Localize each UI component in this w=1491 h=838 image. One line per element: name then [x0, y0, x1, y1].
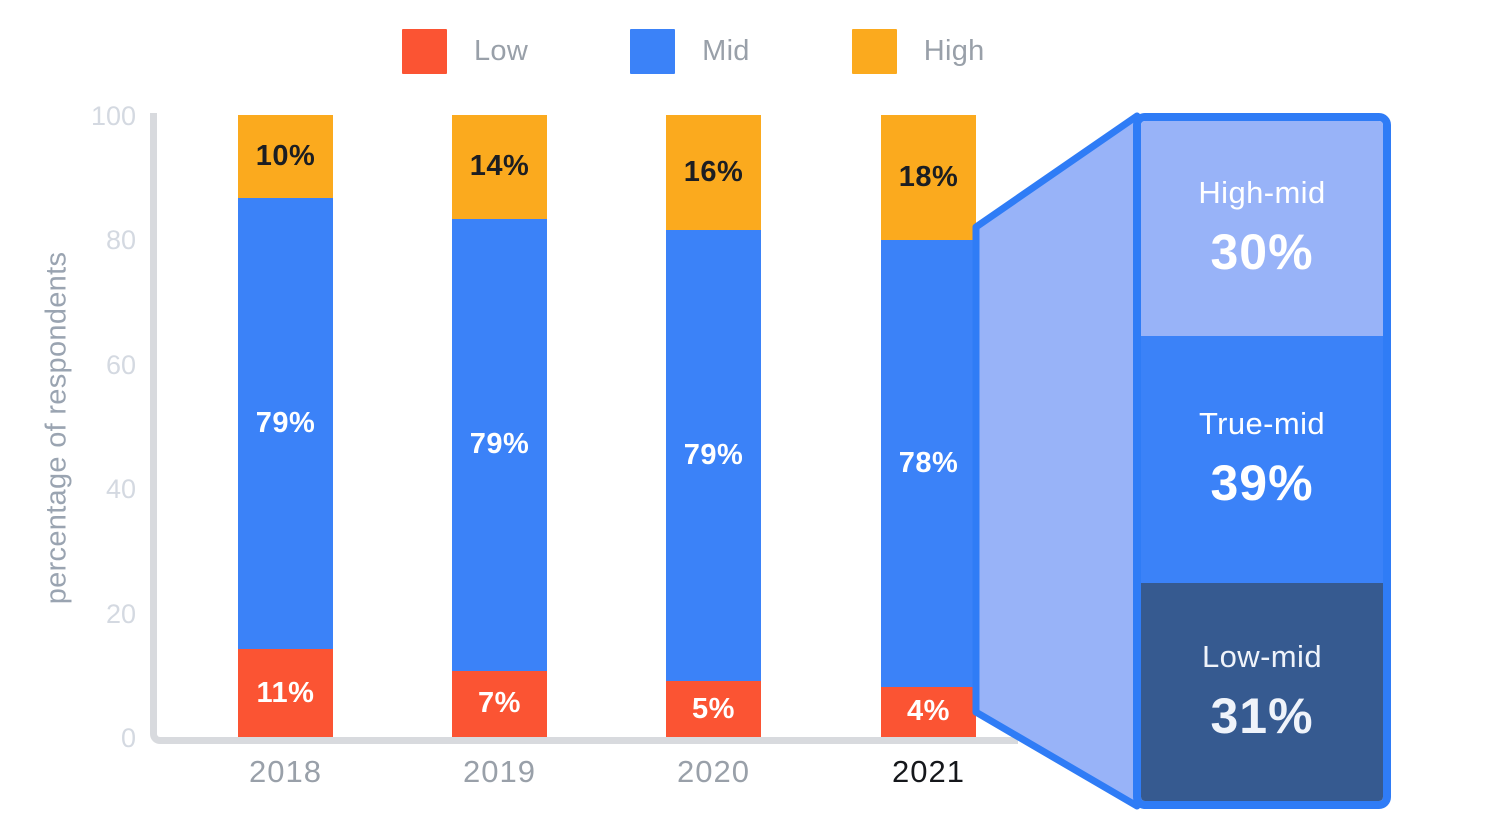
legend: Low Mid High [402, 29, 985, 74]
y-axis-title: percentage of respondents [40, 251, 73, 605]
legend-item-low: Low [402, 29, 528, 74]
legend-item-mid: Mid [630, 29, 750, 74]
y-tick-label-40: 40 [105, 474, 136, 505]
bar-segment-label: 4% [907, 695, 950, 728]
breakout-segment-name: True-mid [1198, 406, 1326, 442]
breakout-segment-value: 31% [1210, 687, 1314, 744]
bar-segment-label: 79% [683, 438, 744, 471]
breakout-panel: High-mid 30% True-mid 39% Low-mid 31% [1133, 113, 1391, 809]
y-tick-label-20: 20 [105, 598, 136, 629]
x-axis-label-2019: 2019 [463, 754, 536, 789]
bar-segment-high-2021: 18% [881, 115, 976, 241]
breakout-segment-value: 30% [1210, 224, 1314, 281]
legend-label: Low [474, 35, 529, 67]
bar-segment-mid-2018: 79% [238, 197, 333, 650]
bar-segment-label: 18% [898, 161, 959, 194]
bar-2019: 14% 79% 7% [452, 115, 547, 738]
y-tick-label-60: 60 [105, 349, 136, 380]
bar-2020: 16% 79% 5% [666, 115, 761, 737]
legend-swatch-low [402, 29, 447, 74]
bar-2021: 18% 78% 4% [881, 115, 976, 737]
bar-segment-high-2019: 14% [452, 115, 547, 219]
breakout-segment-value: 39% [1210, 455, 1314, 512]
bar-segment-high-2018: 10% [238, 115, 333, 198]
y-tick-label-80: 80 [105, 225, 136, 256]
bar-segment-low-2018: 11% [238, 649, 333, 737]
bar-segment-label: 7% [478, 687, 521, 720]
y-tick-label-0: 0 [120, 723, 136, 753]
legend-label: High [923, 35, 985, 67]
bar-segment-label: 10% [255, 139, 316, 172]
y-tick-label-100: 100 [90, 101, 136, 131]
breakout-segment-name: Low-mid [1202, 638, 1322, 674]
legend-item-high: High [851, 29, 985, 74]
breakout-segment-low-mid: Low-mid 31% [1141, 582, 1383, 801]
breakout-segment-high-mid: High-mid 30% [1141, 121, 1383, 336]
breakout-segment-name: High-mid [1198, 175, 1326, 211]
x-axis-label-2021: 2021 [892, 754, 965, 789]
bar-segment-mid-2021: 78% [881, 240, 976, 687]
legend-swatch-mid [630, 29, 676, 74]
bar-2018: 10% 79% 11% [238, 115, 333, 737]
bar-segment-label: 79% [255, 406, 316, 439]
legend-swatch-high [851, 29, 897, 74]
bar-segment-label: 14% [469, 150, 530, 183]
bar-segment-high-2020: 16% [666, 115, 761, 230]
bar-segment-low-2019: 7% [452, 670, 547, 738]
bar-segment-mid-2019: 79% [452, 218, 547, 671]
bar-segment-mid-2020: 79% [666, 229, 761, 682]
bar-segment-label: 11% [256, 676, 315, 709]
legend-label: Mid [702, 35, 750, 67]
x-axis-label-2020: 2020 [677, 754, 750, 789]
bar-segment-label: 16% [683, 155, 744, 188]
x-axis-label-2018: 2018 [249, 754, 322, 789]
bar-segment-low-2021: 4% [881, 686, 976, 737]
bar-segment-label: 78% [898, 446, 959, 479]
bar-segment-label: 5% [692, 692, 735, 725]
axis-lines [150, 113, 1018, 744]
bar-segment-label: 79% [469, 428, 530, 461]
breakout-segment-true-mid: True-mid 39% [1141, 335, 1383, 583]
bar-segment-low-2020: 5% [666, 681, 761, 737]
